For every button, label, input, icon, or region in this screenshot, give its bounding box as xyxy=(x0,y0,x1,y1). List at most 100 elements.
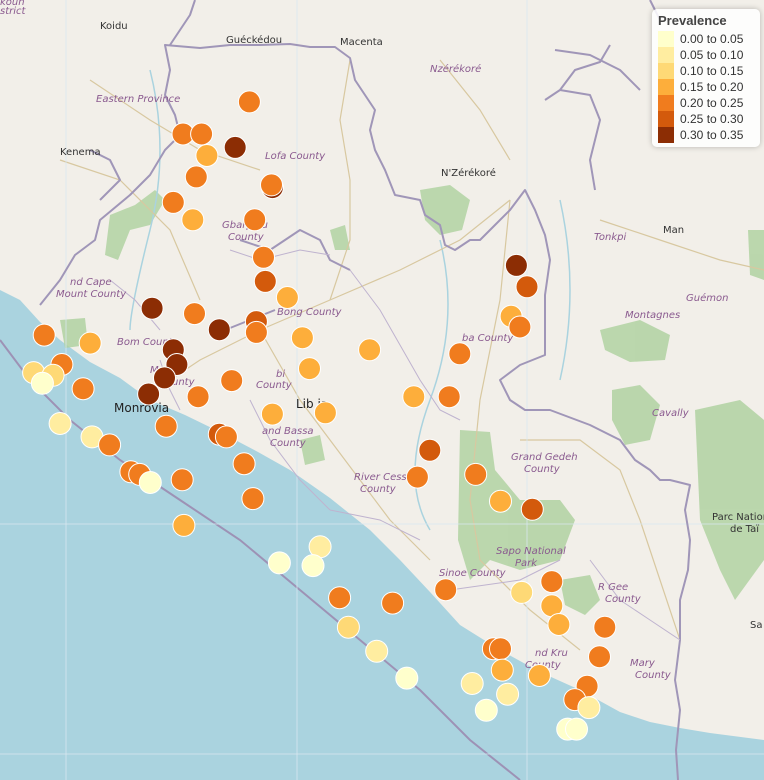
prevalence-marker[interactable] xyxy=(32,323,56,347)
prevalence-marker[interactable] xyxy=(214,425,238,449)
label-tai-1: Parc Nation xyxy=(712,512,764,523)
prevalence-marker[interactable] xyxy=(183,302,206,326)
prevalence-marker[interactable] xyxy=(588,645,611,669)
prevalence-marker[interactable] xyxy=(358,338,382,362)
prevalence-marker[interactable] xyxy=(298,357,321,381)
prevalence-marker[interactable] xyxy=(207,318,231,342)
prevalence-marker[interactable] xyxy=(565,717,588,741)
ocean xyxy=(0,290,764,780)
prevalence-marker[interactable] xyxy=(418,438,442,462)
prevalence-marker[interactable] xyxy=(290,326,314,350)
prevalence-marker[interactable] xyxy=(137,382,161,406)
prevalence-marker[interactable] xyxy=(577,696,601,720)
label-koidu: Koidu xyxy=(100,21,128,32)
prevalence-marker[interactable] xyxy=(395,666,419,690)
prevalence-marker[interactable] xyxy=(504,253,528,277)
prevalence-marker[interactable] xyxy=(540,570,564,594)
legend-item: 0.15 to 0.20 xyxy=(658,79,754,95)
legend-item: 0.00 to 0.05 xyxy=(658,31,754,47)
prevalence-marker[interactable] xyxy=(78,331,102,355)
prevalence-marker[interactable] xyxy=(241,487,265,511)
prevalence-marker[interactable] xyxy=(437,385,461,409)
prevalence-marker[interactable] xyxy=(98,433,122,457)
label-grand-cape-1: nd Cape xyxy=(70,277,111,288)
prevalence-markers[interactable] xyxy=(22,90,617,741)
prevalence-marker[interactable] xyxy=(490,658,514,682)
prevalence-marker[interactable] xyxy=(448,342,472,366)
prevalence-marker[interactable] xyxy=(593,615,617,639)
label-macenta: Macenta xyxy=(340,37,383,48)
prevalence-marker[interactable] xyxy=(515,275,539,299)
label-nzerekore-region: Nzérékoré xyxy=(430,63,481,75)
prevalence-marker[interactable] xyxy=(381,591,405,615)
prevalence-marker[interactable] xyxy=(547,613,571,636)
prevalence-marker[interactable] xyxy=(267,551,291,575)
prevalence-marker[interactable] xyxy=(365,639,389,663)
prevalence-marker[interactable] xyxy=(460,672,484,695)
prevalence-marker[interactable] xyxy=(154,414,178,438)
prevalence-marker[interactable] xyxy=(161,190,185,214)
legend-swatch xyxy=(658,79,674,95)
prevalence-marker[interactable] xyxy=(232,452,256,476)
prevalence-marker[interactable] xyxy=(336,615,360,639)
prevalence-marker[interactable] xyxy=(252,245,275,269)
prevalence-marker[interactable] xyxy=(138,471,162,494)
prevalence-marker[interactable] xyxy=(190,122,214,146)
legend-item: 0.05 to 0.10 xyxy=(658,47,754,63)
prevalence-marker[interactable] xyxy=(170,468,194,492)
prevalence-marker[interactable] xyxy=(510,580,534,604)
prevalence-marker[interactable] xyxy=(434,578,458,602)
label-gbarpolu-2: County xyxy=(228,232,265,243)
prevalence-marker[interactable] xyxy=(253,269,277,293)
prevalence-marker[interactable] xyxy=(71,377,95,401)
label-tonkpi: Tonkpi xyxy=(594,232,626,243)
prevalence-marker[interactable] xyxy=(243,208,267,232)
prevalence-marker[interactable] xyxy=(244,320,268,344)
roads xyxy=(59,59,764,651)
prevalence-marker[interactable] xyxy=(474,698,498,722)
prevalence-marker[interactable] xyxy=(489,637,512,661)
label-eastern-province: Eastern Province xyxy=(96,94,180,105)
prevalence-marker[interactable] xyxy=(172,513,196,537)
prevalence-marker[interactable] xyxy=(48,412,72,435)
label-river-gee-2: County xyxy=(605,594,642,605)
prevalence-marker[interactable] xyxy=(260,402,284,426)
prevalence-marker[interactable] xyxy=(489,489,512,513)
prevalence-marker[interactable] xyxy=(464,462,488,486)
prevalence-marker[interactable] xyxy=(237,90,261,114)
legend-title: Prevalence xyxy=(658,13,727,28)
label-montagnes: Montagnes xyxy=(625,310,680,321)
prevalence-marker[interactable] xyxy=(275,286,299,309)
prevalence-marker[interactable] xyxy=(195,144,219,167)
prevalence-marker[interactable] xyxy=(153,366,176,390)
prevalence-marker[interactable] xyxy=(527,664,551,687)
prevalence-marker[interactable] xyxy=(301,554,325,578)
prevalence-marker[interactable] xyxy=(496,682,520,706)
label-tai-2: de Taï xyxy=(730,524,759,535)
prevalence-marker[interactable] xyxy=(140,296,164,320)
label-grand-bassa-2: County xyxy=(270,438,307,449)
label-sapo-1: Sapo National xyxy=(496,546,566,557)
legend-item: 0.30 to 0.35 xyxy=(658,127,754,143)
prevalence-marker[interactable] xyxy=(402,385,426,409)
label-gueman: Guémon xyxy=(686,292,728,304)
legend-swatch xyxy=(658,47,674,63)
label-sa: Sa xyxy=(750,620,762,631)
legend-item: 0.25 to 0.30 xyxy=(658,111,754,127)
prevalence-marker[interactable] xyxy=(508,315,532,339)
prevalence-marker[interactable] xyxy=(220,369,244,393)
prevalence-marker[interactable] xyxy=(520,497,544,521)
prevalence-marker[interactable] xyxy=(328,586,352,610)
prevalence-marker[interactable] xyxy=(30,371,54,395)
prevalence-marker[interactable] xyxy=(405,465,429,489)
legend-swatch xyxy=(658,31,674,47)
prevalence-marker[interactable] xyxy=(260,173,283,197)
legend-swatch xyxy=(658,63,674,79)
legend-rows: 0.00 to 0.05 0.05 to 0.10 0.10 to 0.15 0.15… xyxy=(658,31,754,143)
prevalence-marker[interactable] xyxy=(184,165,208,189)
prevalence-marker[interactable] xyxy=(186,385,210,409)
prevalence-marker[interactable] xyxy=(223,135,247,159)
prevalence-marker[interactable] xyxy=(313,401,337,425)
prevalence-marker[interactable] xyxy=(181,208,205,232)
